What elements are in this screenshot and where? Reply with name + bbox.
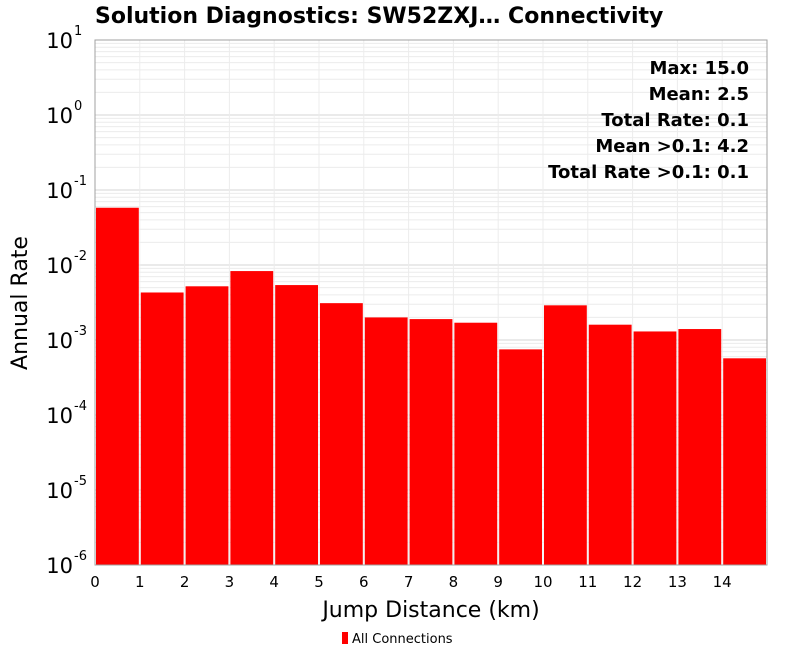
stat-line-3: Mean >0.1: 4.2 <box>595 136 749 157</box>
x-tick-label-6: 6 <box>359 573 369 591</box>
stat-line-2: Total Rate: 0.1 <box>601 110 749 131</box>
y-tick-label-1: 10 <box>46 104 73 128</box>
bar-4 <box>275 285 318 565</box>
bar-6 <box>364 317 408 565</box>
y-tick-label-5: 10 <box>46 404 73 428</box>
x-tick-label-2: 2 <box>180 573 190 591</box>
x-tick-label-4: 4 <box>269 573 279 591</box>
bar-3 <box>230 271 274 565</box>
chart-title: Solution Diagnostics: SW52ZXJ… Connectiv… <box>95 4 663 29</box>
legend: All Connections <box>342 632 453 647</box>
x-tick-label-1: 1 <box>135 573 145 591</box>
y-tick-exponent-1: 0 <box>74 99 82 114</box>
y-tick-label-3: 10 <box>46 254 73 278</box>
y-tick-exponent-6: -5 <box>74 474 87 489</box>
x-tick-label-12: 12 <box>623 573 642 591</box>
x-tick-label-9: 9 <box>493 573 503 591</box>
y-tick-label-2: 10 <box>46 179 73 203</box>
y-tick-exponent-4: -3 <box>74 324 87 339</box>
x-tick-label-14: 14 <box>713 573 732 591</box>
plot-border <box>94 39 768 566</box>
bar-5 <box>320 303 363 565</box>
y-tick-label-6: 10 <box>46 479 73 503</box>
legend-label: All Connections <box>352 632 453 647</box>
stat-line-0: Max: 15.0 <box>649 58 749 79</box>
bars <box>96 207 766 565</box>
bar-9 <box>499 349 542 565</box>
x-tick-label-0: 0 <box>90 573 100 591</box>
y-axis-label: Annual Rate <box>8 236 33 370</box>
x-tick-label-3: 3 <box>225 573 235 591</box>
y-tick-exponent-7: -6 <box>74 549 87 564</box>
legend-swatch <box>342 632 348 644</box>
bar-0 <box>96 207 139 565</box>
stats-annotations: Max: 15.0 Mean: 2.5 Total Rate: 0.1 Mean >0… <box>548 58 749 183</box>
x-tick-label-5: 5 <box>314 573 324 591</box>
y-tick-label-4: 10 <box>46 329 73 353</box>
bar-11 <box>588 324 632 565</box>
y-tick-exponent-2: -1 <box>74 174 87 189</box>
x-tick-label-8: 8 <box>449 573 459 591</box>
x-tick-label-7: 7 <box>404 573 414 591</box>
x-axis-label: Jump Distance (km) <box>320 598 539 623</box>
y-tick-label-7: 10 <box>46 554 73 578</box>
x-tick-label-11: 11 <box>578 573 597 591</box>
y-tick-exponent-0: 1 <box>74 24 82 39</box>
x-tick-label-13: 13 <box>668 573 687 591</box>
bar-8 <box>454 322 498 565</box>
bar-10 <box>544 305 587 565</box>
bar-7 <box>409 319 453 565</box>
bar-13 <box>678 329 722 565</box>
bar-14 <box>723 358 766 565</box>
bar-2 <box>185 286 229 565</box>
bar-12 <box>633 331 677 565</box>
bar-1 <box>140 292 184 565</box>
y-tick-exponent-3: -2 <box>74 249 87 264</box>
x-tick-label-10: 10 <box>533 573 552 591</box>
x-axis-ticks: 0 1 2 3 4 5 6 7 8 9 10 11 12 13 14 <box>90 573 732 591</box>
stat-line-1: Mean: 2.5 <box>649 84 749 105</box>
y-tick-exponent-5: -4 <box>74 399 87 414</box>
y-tick-label-0: 10 <box>46 29 73 53</box>
stat-line-4: Total Rate >0.1: 0.1 <box>548 162 749 183</box>
